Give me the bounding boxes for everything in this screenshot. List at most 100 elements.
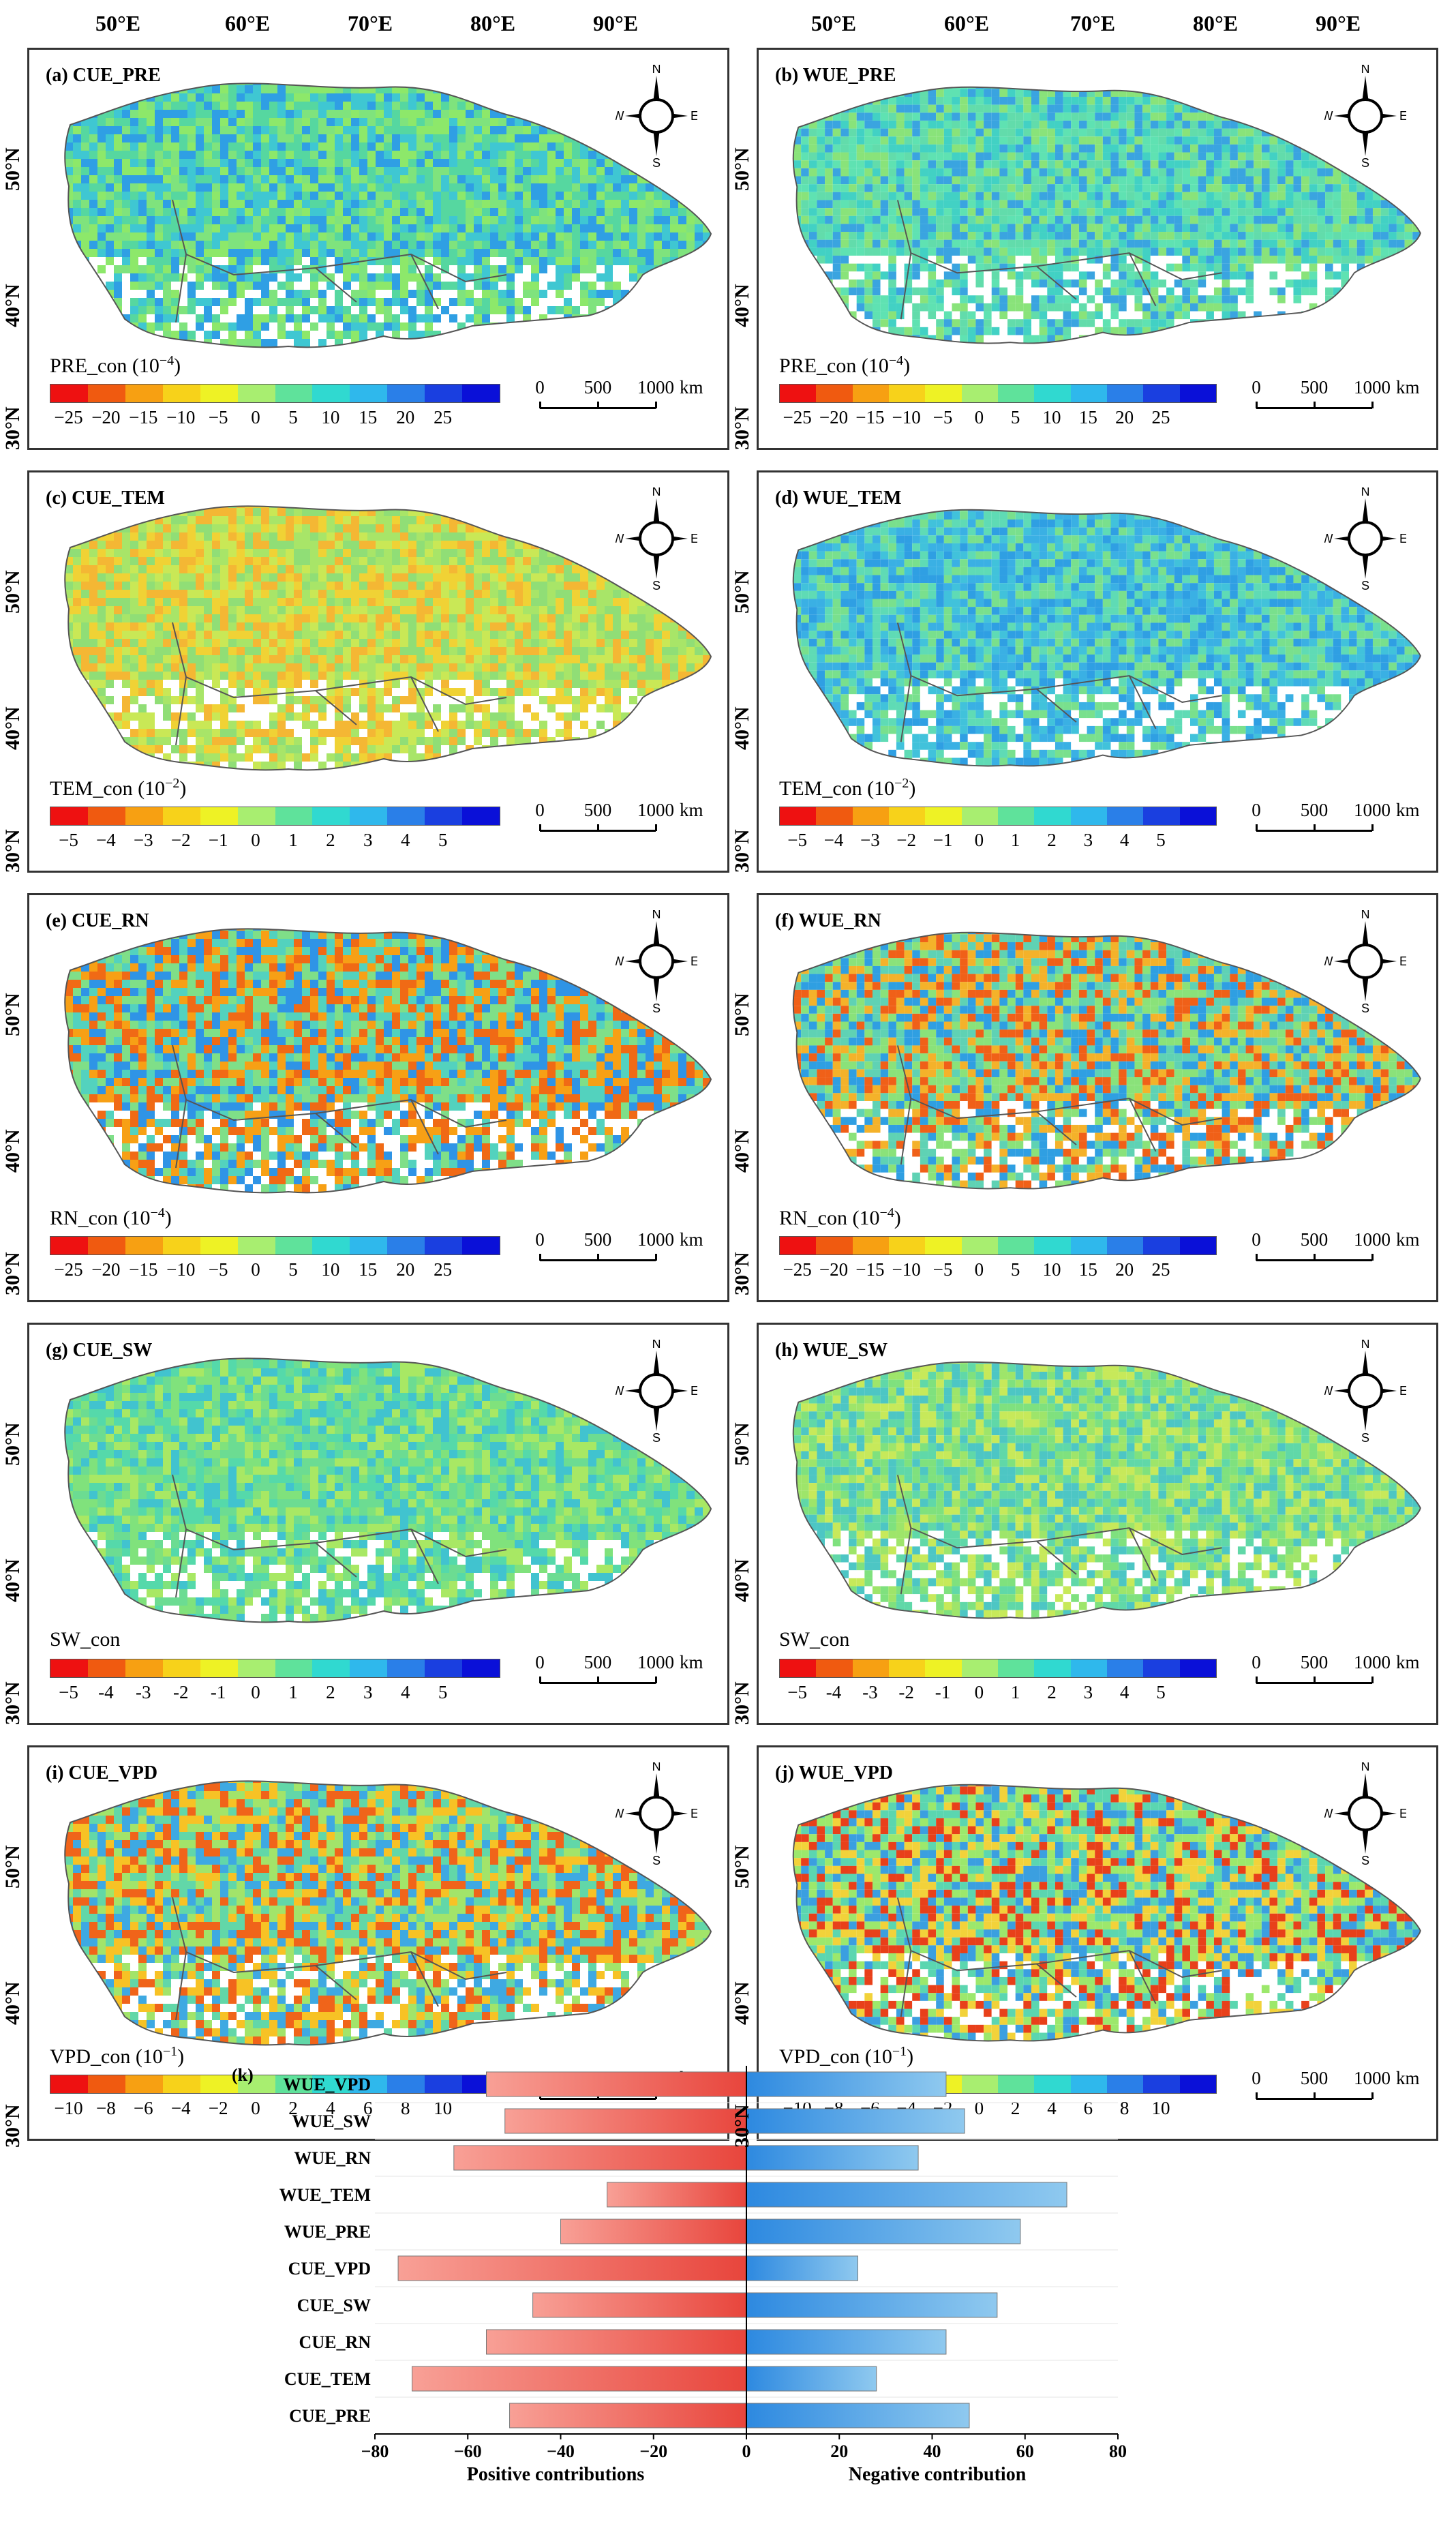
chart-panel-title: (k) xyxy=(232,2065,254,2085)
scale-label: 1000 xyxy=(1354,2068,1391,2089)
x-tick-label: 80 xyxy=(1109,2441,1127,2461)
lon-label: 90°E xyxy=(1316,11,1361,36)
lat-label: 50°N xyxy=(1,147,25,191)
colorbar-tick: −5 xyxy=(933,1259,953,1280)
colorbar-tick: 2 xyxy=(1047,1682,1057,1703)
lat-label: 40°N xyxy=(1,706,25,750)
colorbar-tick: 20 xyxy=(396,407,414,428)
colorbar-tick: 0 xyxy=(251,1682,260,1703)
scale-unit: km xyxy=(1396,1229,1420,1250)
x-tick-label: −20 xyxy=(639,2441,667,2461)
lon-label: 70°E xyxy=(348,11,393,36)
bar-negative-contribution xyxy=(746,2146,918,2170)
scale-label: 0 xyxy=(1252,800,1261,821)
panel-title: (a) CUE_PRE xyxy=(46,65,161,87)
colorbar-tick: 5 xyxy=(438,1682,448,1703)
bar-positive-contribution xyxy=(412,2366,747,2391)
lat-label: 40°N xyxy=(1,1559,25,1602)
category-label: CUE_SW xyxy=(297,2296,371,2315)
x-tick-label: −80 xyxy=(361,2441,389,2461)
lon-label: 80°E xyxy=(1193,11,1238,36)
colorbar-title: SW_con xyxy=(779,1628,849,1651)
scale-label: 0 xyxy=(535,800,545,821)
category-label: CUE_TEM xyxy=(284,2369,371,2389)
colorbar-tick: 0 xyxy=(251,830,260,851)
colorbar-tick: 1 xyxy=(1011,1682,1020,1703)
colorbar-tick: −20 xyxy=(819,407,848,428)
colorbar-tick: 20 xyxy=(1115,1259,1134,1280)
colorbar-tick: −5 xyxy=(209,407,228,428)
lat-label: 30°N xyxy=(1,829,25,873)
x-tick-label: −60 xyxy=(454,2441,482,2461)
colorbar-tick: -3 xyxy=(862,1682,878,1703)
panel-title: (b) WUE_PRE xyxy=(775,65,896,87)
lat-label: 50°N xyxy=(731,1845,754,1889)
colorbar-tick: -4 xyxy=(826,1682,842,1703)
category-label: WUE_SW xyxy=(292,2111,371,2131)
category-label: CUE_RN xyxy=(299,2332,371,2352)
lon-label: 90°E xyxy=(593,11,638,36)
lat-label: 40°N xyxy=(1,284,25,327)
lat-label: 50°N xyxy=(731,1422,754,1466)
colorbar-tick: 4 xyxy=(401,1682,410,1703)
colorbar-tick: 20 xyxy=(1115,407,1134,428)
colorbar-tick: −5 xyxy=(59,830,78,851)
colorbar-tick: 5 xyxy=(1156,1682,1166,1703)
bar-positive-contribution xyxy=(533,2293,746,2317)
svg-text:S: S xyxy=(652,156,661,167)
colorbar-tick: −15 xyxy=(129,407,157,428)
bar-positive-contribution xyxy=(561,2219,747,2244)
colorbar-tick: −2 xyxy=(896,830,916,851)
colorbar-tick: −1 xyxy=(933,830,953,851)
colorbar-tick: 2 xyxy=(326,1682,335,1703)
colorbar-tick: −5 xyxy=(787,1682,807,1703)
bar-negative-contribution xyxy=(746,2256,858,2281)
category-label: CUE_VPD xyxy=(288,2259,371,2279)
lat-label: 40°N xyxy=(1,1981,25,2025)
colorbar-tick: −2 xyxy=(171,830,191,851)
colorbar-tick: −25 xyxy=(783,1259,812,1280)
panel-title: (i) CUE_VPD xyxy=(46,1762,157,1784)
bar-positive-contribution xyxy=(487,2330,747,2354)
colorbar-tick: -2 xyxy=(898,1682,914,1703)
colorbar-tick: -1 xyxy=(935,1682,951,1703)
scale-unit: km xyxy=(680,1229,703,1250)
colorbar xyxy=(779,807,1217,826)
colorbar-tick: −4 xyxy=(824,830,844,851)
colorbar-tick: 1 xyxy=(1011,830,1020,851)
x-tick-label: 20 xyxy=(830,2441,848,2461)
scale-label: 1000 xyxy=(637,1229,674,1250)
bar-negative-contribution xyxy=(746,2293,997,2317)
colorbar-title: PRE_con (10−4) xyxy=(779,353,910,378)
lon-label: 60°E xyxy=(225,11,270,36)
scale-label: 1000 xyxy=(1354,1652,1391,1673)
colorbar-tick: 15 xyxy=(1079,407,1097,428)
colorbar-tick: −15 xyxy=(855,407,884,428)
colorbar-tick: −20 xyxy=(91,1259,120,1280)
lat-label: 30°N xyxy=(1,1252,25,1295)
colorbar-title: SW_con xyxy=(50,1628,120,1651)
colorbar xyxy=(50,807,500,826)
scale-label: 0 xyxy=(535,1229,545,1250)
scale-label: 500 xyxy=(1301,1652,1329,1673)
colorbar-tick: 5 xyxy=(288,407,298,428)
colorbar-tick: −10 xyxy=(892,1259,921,1280)
colorbar-tick: 0 xyxy=(975,1259,984,1280)
lat-label: 40°N xyxy=(731,284,754,327)
colorbar xyxy=(50,1236,500,1255)
x-tick-label: −40 xyxy=(547,2441,575,2461)
colorbar-tick: 5 xyxy=(438,830,448,851)
colorbar-title: VPD_con (10−1) xyxy=(50,2044,184,2069)
lat-label: 50°N xyxy=(731,147,754,191)
colorbar xyxy=(779,384,1217,403)
x-tick-label: 40 xyxy=(924,2441,941,2461)
svg-text:N: N xyxy=(652,65,661,76)
